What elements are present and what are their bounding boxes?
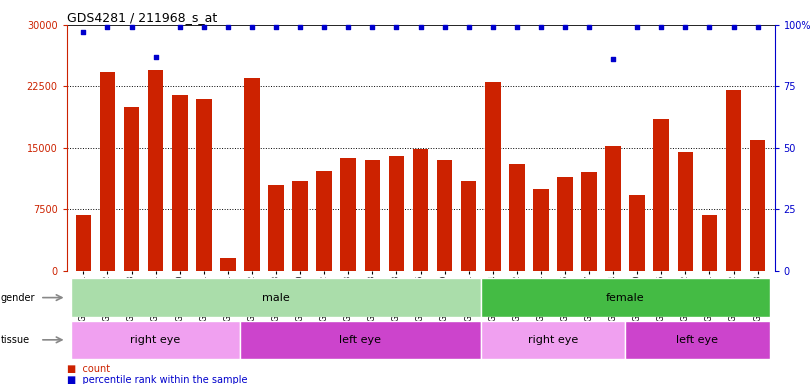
Bar — [244, 78, 260, 271]
Bar — [364, 160, 380, 271]
Point — [438, 24, 451, 30]
Point — [269, 24, 282, 30]
Bar — [388, 156, 404, 271]
Bar — [124, 107, 139, 271]
Bar — [461, 180, 477, 271]
Bar — [533, 189, 549, 271]
Bar — [726, 91, 741, 271]
Bar — [677, 152, 693, 271]
Bar — [557, 177, 573, 271]
Point — [582, 24, 595, 30]
Bar — [750, 140, 766, 271]
Bar — [75, 215, 91, 271]
Text: ■  count: ■ count — [67, 364, 109, 374]
Bar — [654, 119, 669, 271]
Point — [654, 24, 667, 30]
Point — [751, 24, 764, 30]
Point — [631, 24, 644, 30]
Bar — [220, 258, 236, 271]
Point — [341, 24, 354, 30]
Point — [149, 54, 162, 60]
Point — [101, 24, 114, 30]
Bar — [196, 99, 212, 271]
Bar — [702, 215, 717, 271]
Bar — [172, 94, 187, 271]
Point — [246, 24, 259, 30]
Bar — [581, 172, 597, 271]
Bar — [292, 180, 308, 271]
Point — [607, 56, 620, 63]
Point — [366, 24, 379, 30]
Bar — [71, 321, 240, 359]
Point — [125, 24, 138, 30]
Bar — [437, 160, 453, 271]
Point — [197, 24, 210, 30]
Bar — [71, 278, 481, 317]
Text: left eye: left eye — [339, 335, 381, 345]
Bar — [341, 158, 356, 271]
Text: ■  percentile rank within the sample: ■ percentile rank within the sample — [67, 375, 247, 384]
Point — [559, 24, 572, 30]
Text: tissue: tissue — [1, 335, 30, 345]
Bar — [629, 195, 645, 271]
Text: right eye: right eye — [528, 335, 578, 345]
Text: left eye: left eye — [676, 335, 719, 345]
Point — [510, 24, 523, 30]
Bar — [481, 278, 770, 317]
Bar — [240, 321, 481, 359]
Text: GDS4281 / 211968_s_at: GDS4281 / 211968_s_at — [67, 11, 217, 24]
Bar — [148, 70, 164, 271]
Point — [462, 24, 475, 30]
Point — [77, 29, 90, 35]
Point — [534, 24, 547, 30]
Point — [174, 24, 187, 30]
Bar — [485, 82, 500, 271]
Text: male: male — [262, 293, 290, 303]
Text: gender: gender — [1, 293, 36, 303]
Bar — [100, 73, 115, 271]
Point — [679, 24, 692, 30]
Point — [294, 24, 307, 30]
Point — [318, 24, 331, 30]
Bar — [316, 171, 332, 271]
Bar — [413, 149, 428, 271]
Point — [727, 24, 740, 30]
Text: female: female — [606, 293, 645, 303]
Text: right eye: right eye — [131, 335, 181, 345]
Bar — [268, 185, 284, 271]
Point — [390, 24, 403, 30]
Point — [487, 24, 500, 30]
Bar — [509, 164, 525, 271]
Point — [703, 24, 716, 30]
Bar — [605, 146, 621, 271]
Point — [221, 24, 234, 30]
Point — [414, 24, 427, 30]
Bar — [625, 321, 770, 359]
Bar — [481, 321, 625, 359]
